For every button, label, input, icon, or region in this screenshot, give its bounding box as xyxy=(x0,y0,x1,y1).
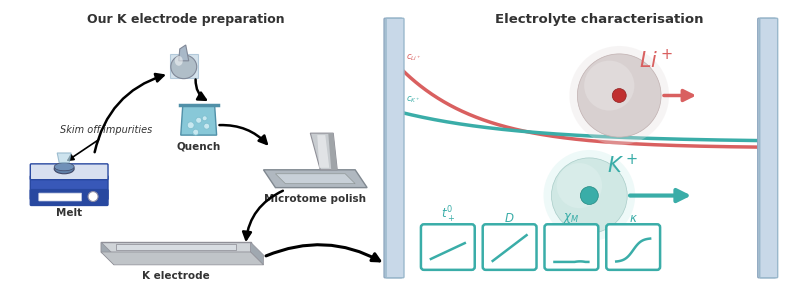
Circle shape xyxy=(202,116,207,121)
FancyBboxPatch shape xyxy=(30,164,108,180)
Polygon shape xyxy=(310,133,338,170)
Text: Our K electrode preparation: Our K electrode preparation xyxy=(87,13,285,26)
FancyBboxPatch shape xyxy=(170,54,198,78)
Text: Quench: Quench xyxy=(177,141,221,151)
Circle shape xyxy=(612,89,626,102)
Ellipse shape xyxy=(54,163,74,171)
Text: $D$: $D$ xyxy=(504,212,515,225)
Text: K electrode: K electrode xyxy=(142,271,210,281)
Circle shape xyxy=(570,46,669,145)
Text: Microtome polish: Microtome polish xyxy=(264,194,366,204)
FancyBboxPatch shape xyxy=(421,224,474,270)
Circle shape xyxy=(584,61,634,110)
Polygon shape xyxy=(181,105,217,135)
Ellipse shape xyxy=(54,164,74,174)
Text: $c_{K^+}$: $c_{K^+}$ xyxy=(406,95,421,105)
Text: $K^+$: $K^+$ xyxy=(607,154,638,178)
Text: $t_+^0$: $t_+^0$ xyxy=(441,205,455,225)
Polygon shape xyxy=(101,242,114,265)
Polygon shape xyxy=(101,252,263,265)
Text: $c_{Li^+}$: $c_{Li^+}$ xyxy=(406,52,422,63)
Polygon shape xyxy=(328,133,338,170)
Text: Electrolyte characterisation: Electrolyte characterisation xyxy=(495,13,703,26)
Polygon shape xyxy=(318,135,330,168)
Circle shape xyxy=(187,122,194,129)
Polygon shape xyxy=(101,242,250,252)
Polygon shape xyxy=(250,242,263,265)
Circle shape xyxy=(578,54,661,137)
FancyBboxPatch shape xyxy=(386,18,404,278)
Polygon shape xyxy=(116,244,235,250)
FancyBboxPatch shape xyxy=(30,190,108,205)
Text: $\kappa$: $\kappa$ xyxy=(629,212,638,225)
FancyBboxPatch shape xyxy=(482,224,537,270)
Circle shape xyxy=(204,123,210,129)
Circle shape xyxy=(551,158,627,233)
Polygon shape xyxy=(101,252,263,265)
Text: Melt: Melt xyxy=(56,208,82,218)
Circle shape xyxy=(196,117,202,123)
Polygon shape xyxy=(263,170,367,188)
Polygon shape xyxy=(178,45,189,61)
Circle shape xyxy=(580,187,598,205)
Text: Skim off impurities: Skim off impurities xyxy=(60,125,152,135)
FancyBboxPatch shape xyxy=(758,18,776,278)
Polygon shape xyxy=(275,174,355,184)
Circle shape xyxy=(543,150,635,241)
Ellipse shape xyxy=(170,55,197,79)
FancyBboxPatch shape xyxy=(384,18,402,278)
Circle shape xyxy=(88,192,98,202)
Ellipse shape xyxy=(174,56,182,66)
Polygon shape xyxy=(57,153,71,163)
FancyBboxPatch shape xyxy=(760,18,778,278)
Circle shape xyxy=(193,129,198,135)
FancyBboxPatch shape xyxy=(606,224,660,270)
FancyBboxPatch shape xyxy=(545,224,598,270)
FancyBboxPatch shape xyxy=(30,176,108,200)
FancyBboxPatch shape xyxy=(38,193,82,201)
Text: $\chi_M$: $\chi_M$ xyxy=(563,211,579,225)
Text: $Li^+$: $Li^+$ xyxy=(639,49,674,73)
Circle shape xyxy=(557,163,602,208)
